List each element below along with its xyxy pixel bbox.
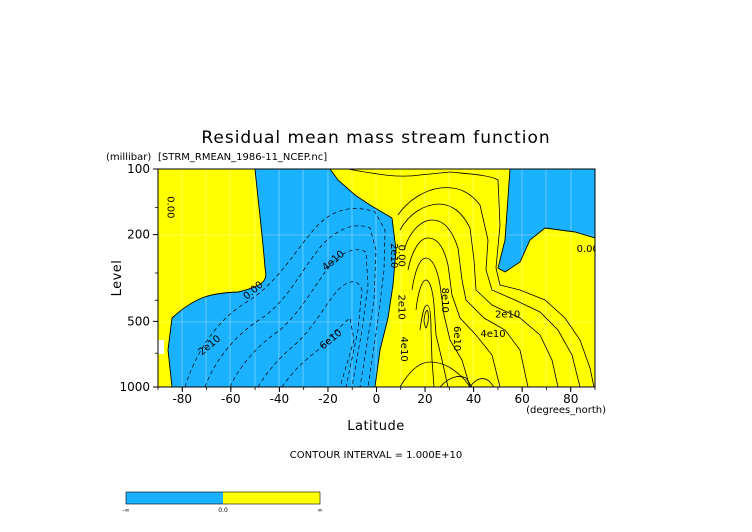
colorbar-label-zero: 0.0 — [218, 507, 228, 514]
colorbar-label-max: ∞ — [318, 507, 323, 514]
x-tick-label: 80 — [563, 392, 578, 406]
contour-labels: 0.000.002e104e106e102e100.002e104e108e10… — [165, 196, 599, 361]
y-units-label: (millibar) — [106, 152, 151, 163]
y-axis-title: Level — [110, 260, 125, 297]
contour-label: 6e10 — [451, 326, 462, 351]
y-tick-label: 100 — [127, 162, 150, 176]
missing-data-patch — [158, 340, 164, 354]
x-units-label: (degrees_north) — [526, 405, 606, 416]
contour-label: 4e10 — [398, 336, 409, 361]
contour-label: 2e10 — [495, 310, 520, 321]
contour-label: 2e10 — [395, 294, 406, 319]
plot-area: 0.000.002e104e106e102e100.002e104e108e10… — [158, 169, 599, 387]
chart-title: Residual mean mass stream function — [201, 128, 550, 148]
x-tick-label: -60 — [221, 392, 241, 406]
grid — [158, 169, 595, 387]
positive-contours — [347, 169, 595, 387]
x-tick-label: -80 — [172, 392, 192, 406]
x-axis: -80 -60 -40 -20 0 20 40 60 80 — [157, 387, 596, 406]
contour-interval-note: CONTOUR INTERVAL = 1.000E+10 — [290, 450, 462, 461]
colorbar-label-min: -∞ — [122, 507, 129, 514]
colorbar-frame — [125, 491, 321, 505]
colorbar: -∞ 0.0 ∞ — [122, 491, 323, 514]
contour-label: 0.00 — [577, 244, 599, 255]
y-tick-label: 1000 — [119, 380, 150, 394]
x-tick-label: 20 — [417, 392, 432, 406]
colorbar-positive — [223, 492, 320, 504]
x-tick-label: -20 — [318, 392, 338, 406]
chart-subtitle: [STRM_RMEAN_1986-11_NCEP.nc] — [158, 152, 327, 163]
contour-label: 0.00 — [165, 196, 176, 218]
negative-region-sh — [168, 169, 396, 387]
contour-label: 8e10 — [439, 288, 450, 313]
colorbar-negative — [126, 492, 223, 504]
y-tick-label: 500 — [127, 314, 150, 328]
x-axis-title: Latitude — [347, 419, 405, 434]
contour-label: 0.00 — [395, 245, 406, 267]
contour-label: 2e10 — [388, 243, 399, 268]
x-tick-label: 40 — [466, 392, 481, 406]
x-tick-label: 0 — [373, 392, 381, 406]
zero-contours — [167, 169, 595, 387]
negative-contours — [184, 208, 386, 387]
x-tick-label: -40 — [270, 392, 290, 406]
contour-label: 4e10 — [480, 329, 505, 340]
x-tick-label: 60 — [515, 392, 530, 406]
y-axis: 100 200 500 1000 — [119, 162, 158, 394]
y-tick-label: 200 — [127, 228, 150, 242]
